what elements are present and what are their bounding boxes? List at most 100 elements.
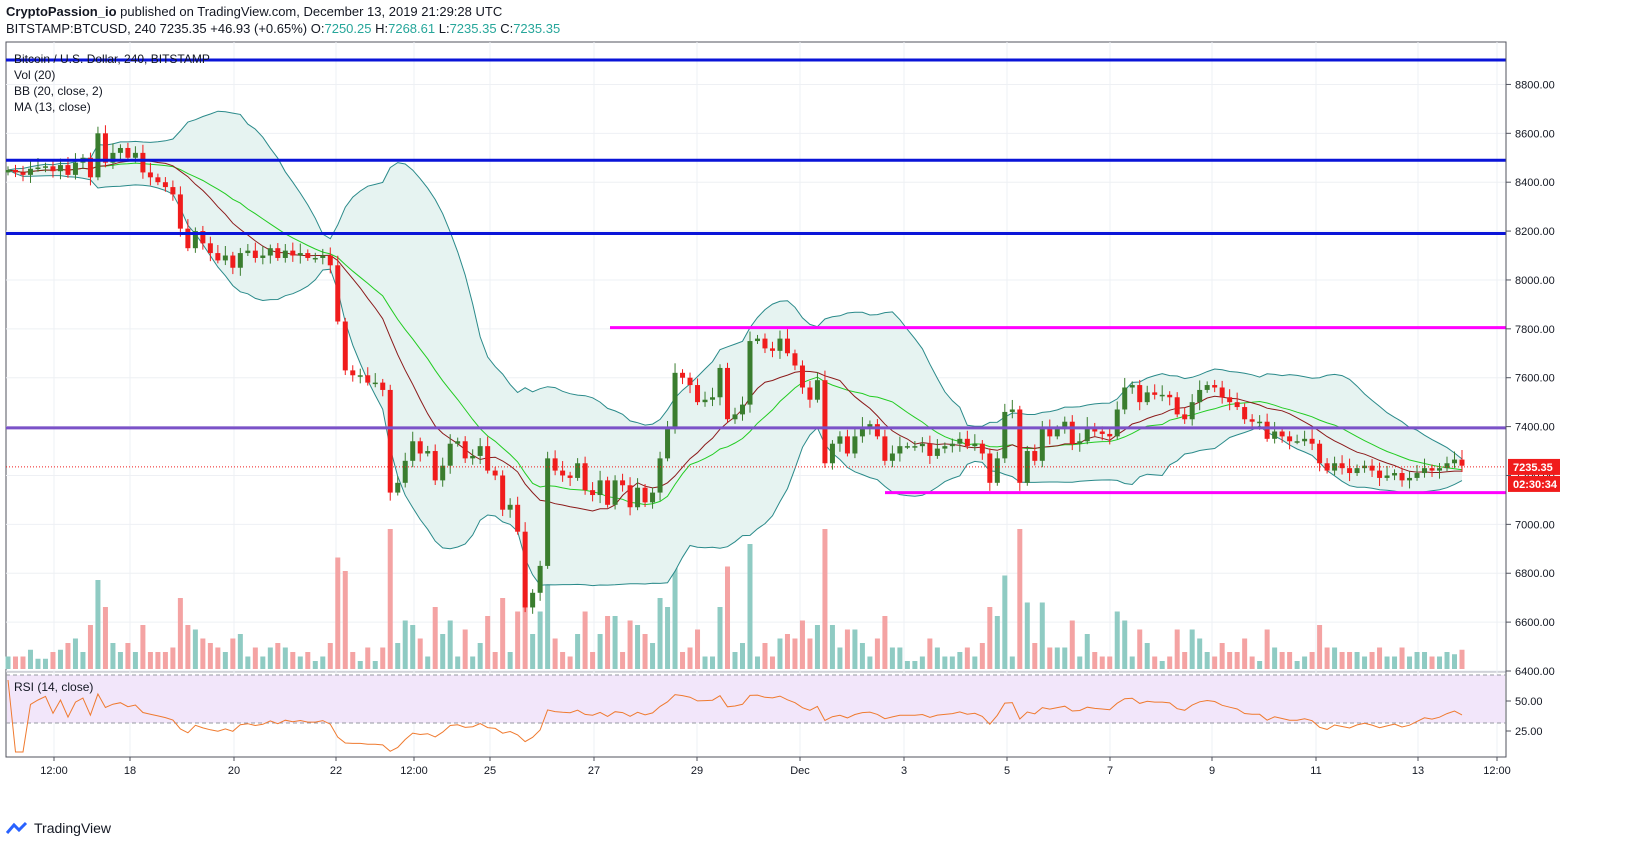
volume-bar xyxy=(402,620,408,669)
volume-bar xyxy=(1354,652,1360,669)
candle-body xyxy=(1459,459,1465,466)
price-tick-label: 8000.00 xyxy=(1515,275,1555,287)
candle-body xyxy=(1002,411,1008,459)
time-tick-label: 7 xyxy=(1107,765,1113,777)
candle-body xyxy=(1444,463,1450,469)
candle-body xyxy=(162,182,168,188)
last-price: 7235.35 xyxy=(159,21,207,36)
candle-body xyxy=(687,377,693,386)
candle-body xyxy=(620,480,626,486)
low-value: 7235.35 xyxy=(449,21,497,36)
volume-bar xyxy=(927,638,933,669)
volume-bar xyxy=(822,529,828,669)
candle-body xyxy=(1294,441,1300,443)
volume-bar xyxy=(215,647,221,669)
candle-body xyxy=(1272,431,1278,439)
volume-bar xyxy=(829,625,835,669)
volume-bar xyxy=(425,656,431,669)
candle-body xyxy=(642,487,648,503)
candle-body xyxy=(425,451,431,454)
volume-bar xyxy=(12,656,18,669)
volume-bar xyxy=(889,647,895,669)
volume-bar xyxy=(1152,656,1158,669)
candle-body xyxy=(470,455,476,459)
volume-bar xyxy=(814,625,820,669)
volume-bar xyxy=(972,656,978,669)
volume-bar xyxy=(702,656,708,669)
candle-body xyxy=(530,592,536,608)
volume-bar xyxy=(807,638,813,669)
price-tick-label: 8600.00 xyxy=(1515,128,1555,140)
candle-body xyxy=(1122,387,1128,410)
volume-bar xyxy=(1452,654,1458,669)
candle-body xyxy=(185,228,191,249)
candle-body xyxy=(822,380,828,464)
candle-body xyxy=(792,353,798,366)
volume-bar xyxy=(1339,652,1345,669)
legend-label: Bitcoin / U.S. Dollar, 240, BITSTAMP xyxy=(14,52,210,66)
ohlc-line: BITSTAMP:BTCUSD, 240 7235.35 +46.93 (+0.… xyxy=(6,21,560,36)
candle-body xyxy=(447,443,453,466)
volume-bar xyxy=(1017,529,1023,669)
volume-bar xyxy=(65,643,71,669)
candle-body xyxy=(1152,392,1158,395)
volume-bar xyxy=(365,647,371,669)
volume-bar xyxy=(320,656,326,669)
legend-label: MA (13, close) xyxy=(14,100,91,114)
candle-body xyxy=(590,490,596,496)
last-price-tag-label: 7235.35 xyxy=(1513,462,1553,474)
volume-bar xyxy=(500,598,506,669)
volume-bar xyxy=(357,661,363,669)
candle-body xyxy=(852,436,858,454)
candle-body xyxy=(717,367,723,398)
volume-bar xyxy=(1167,656,1173,669)
rsi-band xyxy=(7,675,1505,723)
volume-bar xyxy=(1249,656,1255,669)
candle-body xyxy=(837,436,843,444)
candle-body xyxy=(545,458,551,566)
volume-bar xyxy=(245,656,251,669)
price-tick-label: 7800.00 xyxy=(1515,324,1555,336)
time-tick-label: Dec xyxy=(790,765,810,777)
volume-bar xyxy=(237,634,243,669)
volume-bar xyxy=(859,643,865,669)
price-tick-label: 6600.00 xyxy=(1515,617,1555,629)
candle-body xyxy=(627,485,633,508)
candle-body xyxy=(417,441,423,454)
candle-body xyxy=(1399,473,1405,481)
volume-bar xyxy=(635,625,641,669)
candle-body xyxy=(1077,441,1083,444)
candle-body xyxy=(1414,473,1420,478)
candle-body xyxy=(1429,468,1435,471)
candle-body xyxy=(972,443,978,447)
time-tick-label: 22 xyxy=(330,765,342,777)
time-tick-label: 12:00 xyxy=(400,765,428,777)
volume-bar xyxy=(447,620,453,669)
volume-bar xyxy=(844,629,850,669)
volume-bar xyxy=(627,620,633,669)
candle-body xyxy=(1062,421,1068,430)
volume-bar xyxy=(380,647,386,669)
volume-bar xyxy=(1347,652,1353,669)
price-tick-label: 8200.00 xyxy=(1515,226,1555,238)
volume-bar xyxy=(507,652,513,669)
publisher-name[interactable]: CryptoPassion_io xyxy=(6,4,117,19)
volume-bar xyxy=(1422,652,1428,669)
tradingview-brand[interactable]: TradingView xyxy=(6,820,111,836)
candle-body xyxy=(1227,397,1233,403)
price-tick-label: 7600.00 xyxy=(1515,373,1555,385)
candle-body xyxy=(132,152,138,158)
volume-bar xyxy=(275,643,281,669)
volume-bar xyxy=(1362,656,1368,669)
volume-bar xyxy=(260,656,266,669)
candle-body xyxy=(912,446,918,448)
volume-bar xyxy=(657,598,663,669)
volume-bar xyxy=(1062,647,1068,669)
volume-bar xyxy=(95,580,101,669)
volume-bar xyxy=(1264,629,1270,669)
volume-bar xyxy=(560,652,566,669)
candle-body xyxy=(1107,433,1113,437)
candle-body xyxy=(1144,392,1150,403)
candle-body xyxy=(492,470,498,476)
